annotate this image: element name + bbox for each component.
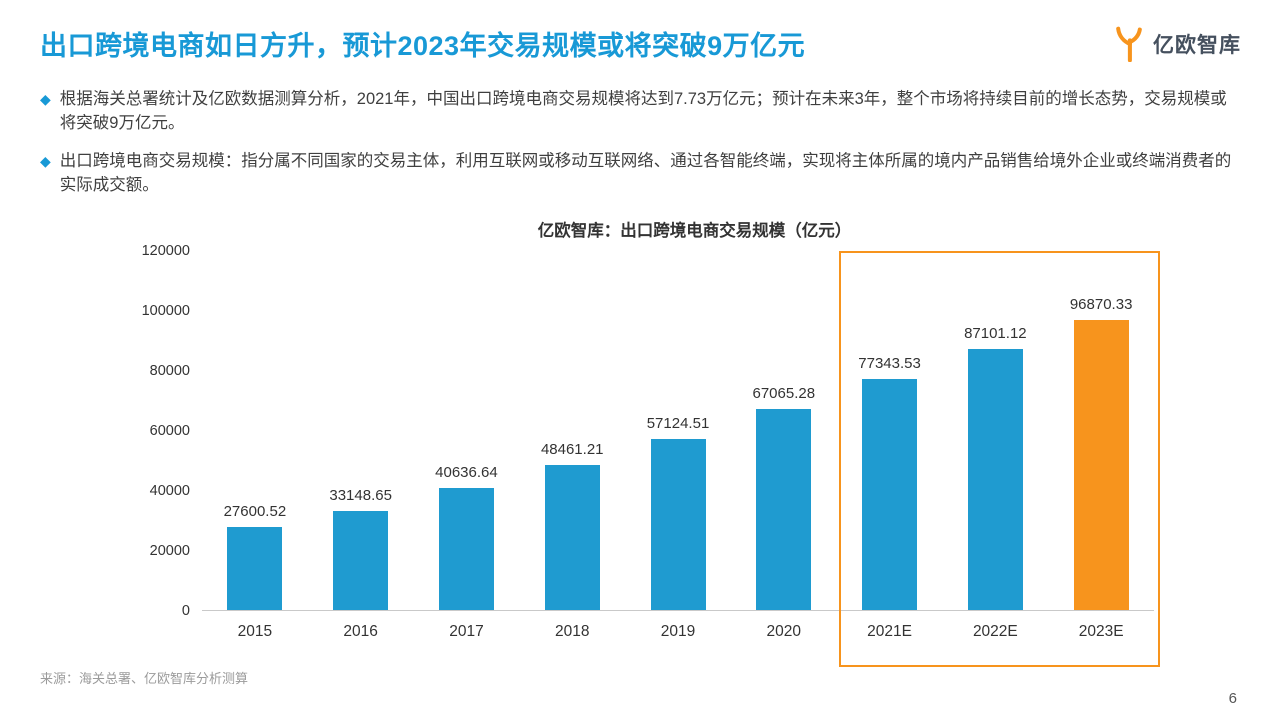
plot-wrap: 27600.52 33148.65 40636.64 48461.21 57124.51…: [202, 251, 1160, 667]
bar-value-label: 33148.65: [329, 486, 392, 504]
bar-value-label: 40636.64: [435, 464, 498, 482]
bar-group: 27600.52: [202, 251, 308, 610]
bullet-text: 根据海关总署统计及亿欧数据测算分析，2021年，中国出口跨境电商交易规模将达到7…: [59, 90, 1227, 132]
bullet-diamond-icon: ◆: [40, 153, 51, 169]
y-axis-tick: 0: [181, 603, 190, 619]
source-note: 来源：海关总署、亿欧智库分析测算: [40, 671, 249, 686]
y-axis-tick: 20000: [149, 543, 190, 559]
x-axis-label: 2020: [766, 623, 802, 640]
bar-2019: [650, 439, 706, 610]
bar-value-label: 67065.28: [752, 385, 816, 403]
bar-value-label: 87101.12: [964, 325, 1027, 343]
bar-chart: 亿欧智库：出口跨境电商交易规模（亿元） 0 20000 40000 60000 8000…: [0, 217, 1279, 667]
bar-group: 40636.64: [414, 251, 520, 610]
bar-group: 87101.12: [942, 251, 1048, 610]
y-axis-tick: 80000: [149, 363, 190, 379]
page-title: 出口跨境电商如日方升，预计2023年交易规模或将突破9万亿元: [40, 31, 806, 61]
bar-group: 48461.21: [519, 251, 625, 610]
page-number: 6: [1228, 690, 1237, 707]
bullet-item: ◆ 根据海关总署统计及亿欧数据测算分析，2021年，中国出口跨境电商交易规模将达…: [40, 87, 1239, 135]
bullet-item: ◆ 出口跨境电商交易规模：指分属不同国家的交易主体，利用互联网或移动互联网络、通…: [40, 149, 1239, 197]
bar-2020: [756, 409, 812, 610]
bar-2021E: [862, 378, 918, 610]
bar-2023E: [1073, 320, 1129, 610]
bar-group: 33148.65: [308, 251, 414, 610]
bar-group: 67065.28: [731, 251, 837, 610]
x-axis-label: 2016: [343, 623, 378, 640]
summary-bullets: ◆ 根据海关总署统计及亿欧数据测算分析，2021年，中国出口跨境电商交易规模将达…: [40, 87, 1239, 197]
bar-group: 77343.53: [837, 251, 943, 610]
bar-2022E: [967, 349, 1023, 610]
x-axis-label: 2023E: [1078, 623, 1124, 640]
x-axis-label: 2021E: [867, 623, 912, 640]
x-axis: 2015 2016 2017 2018 2019 2020 2021E 2022E 2023E: [202, 623, 1154, 641]
brand-logo: 亿欧智库: [1111, 24, 1241, 62]
bar-value-label: 27600.52: [223, 503, 287, 521]
bullet-text: 出口跨境电商交易规模：指分属不同国家的交易主体，利用互联网或移动互联网络、通过各…: [59, 152, 1232, 194]
bar-2015: [227, 527, 283, 610]
bar-group: 96870.33: [1048, 251, 1154, 610]
bar-group: 57124.51: [625, 251, 731, 610]
bar-value-label: 57124.51: [646, 415, 710, 433]
brand-logo-text: 亿欧智库: [1153, 34, 1241, 57]
y-axis-tick: 40000: [149, 483, 190, 499]
x-axis-label: 2019: [660, 623, 696, 640]
bar-value-label: 77343.53: [858, 354, 921, 372]
y-axis: 0 20000 40000 60000 80000 100000 120000: [140, 243, 202, 619]
x-axis-label: 2018: [554, 623, 590, 640]
x-axis-label: 2015: [237, 623, 273, 640]
x-axis-label: 2017: [449, 623, 484, 640]
chart-plot-area: 0 20000 40000 60000 80000 100000 120000 27600.…: [0, 243, 1279, 667]
y-axis-tick: 60000: [149, 423, 190, 439]
y-axis-tick: 100000: [141, 303, 190, 319]
chart-title: 亿欧智库：出口跨境电商交易规模（亿元）: [537, 222, 852, 240]
header: 出口跨境电商如日方升，预计2023年交易规模或将突破9万亿元 亿欧智库: [0, 0, 1279, 63]
bar-2016: [333, 510, 389, 610]
bar-value-label: 48461.21: [540, 441, 604, 459]
bar-value-label: 96870.33: [1069, 296, 1133, 314]
x-axis-label: 2022E: [972, 623, 1018, 640]
y-axis-tick: 120000: [141, 243, 190, 259]
bar-2017: [438, 488, 494, 610]
brand-logo-icon: [1116, 26, 1142, 62]
bullet-diamond-icon: ◆: [40, 91, 51, 107]
bar-2018: [544, 465, 600, 610]
plot: 27600.52 33148.65 40636.64 48461.21 57124.51…: [202, 251, 1154, 611]
